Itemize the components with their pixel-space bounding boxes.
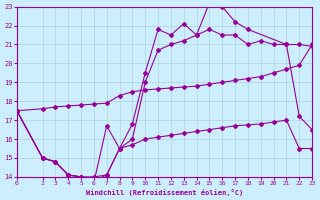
X-axis label: Windchill (Refroidissement éolien,°C): Windchill (Refroidissement éolien,°C) — [86, 189, 243, 196]
